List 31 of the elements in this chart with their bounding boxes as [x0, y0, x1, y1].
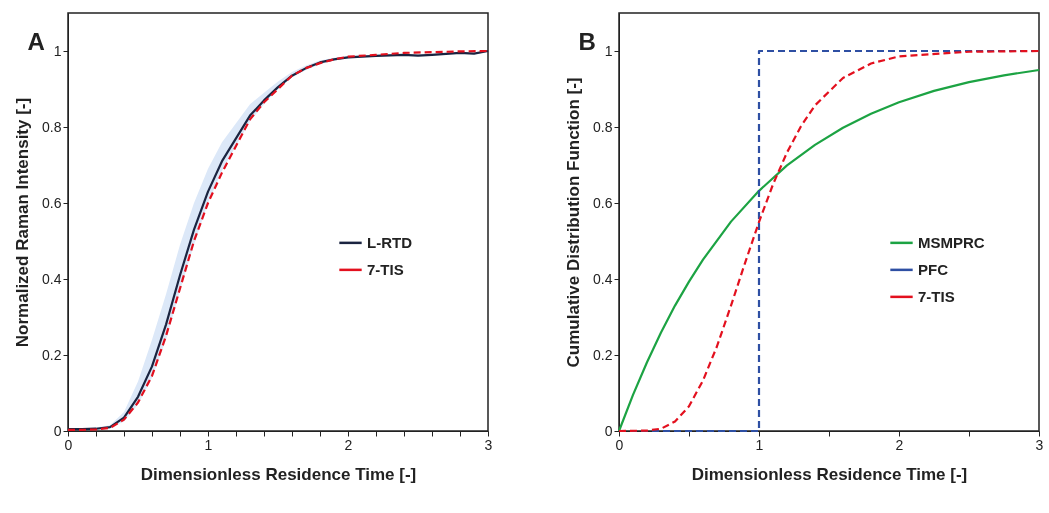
y-tick-label: 0.4 [593, 270, 613, 287]
x-tick-label: 1 [204, 436, 213, 453]
y-tick-label: 0 [604, 422, 613, 439]
x-tick-label: 3 [1035, 436, 1044, 453]
legend-label: PFC [918, 260, 949, 278]
x-tick-label: 1 [755, 436, 764, 453]
y-tick-label: 0.8 [593, 118, 613, 135]
text: B [578, 28, 596, 55]
x-tick-label: 0 [64, 436, 73, 453]
y-axis-title: Normalized Raman Intensity [-] [13, 97, 33, 348]
x-axis-title: Dimensionless Residence Time [-] [140, 464, 417, 484]
text: A [27, 28, 45, 55]
y-tick-label: 0.8 [42, 118, 62, 135]
legend-label: 7-TIS [918, 287, 955, 305]
x-tick-label: 0 [615, 436, 624, 453]
y-tick-label: 1 [53, 42, 62, 59]
y-tick-label: 0.6 [593, 194, 613, 211]
y-tick-label: 0.2 [42, 346, 62, 363]
legend-label: 7-TIS [367, 260, 404, 278]
x-tick-label: 2 [344, 436, 353, 453]
y-tick-label: 0.6 [42, 194, 62, 211]
legend-label: MSMPRC [918, 233, 985, 251]
y-tick-label: 0 [53, 422, 62, 439]
y-tick-label: 0.4 [42, 270, 62, 287]
x-axis-title: Dimensionless Residence Time [-] [691, 464, 968, 484]
legend-label: L-RTD [367, 233, 413, 251]
x-tick-label: 3 [484, 436, 493, 453]
y-tick-label: 0.2 [593, 346, 613, 363]
y-tick-label: 1 [604, 42, 613, 59]
y-axis-title: Cumulative Distribution Function [-] [564, 77, 584, 368]
x-tick-label: 2 [895, 436, 904, 453]
